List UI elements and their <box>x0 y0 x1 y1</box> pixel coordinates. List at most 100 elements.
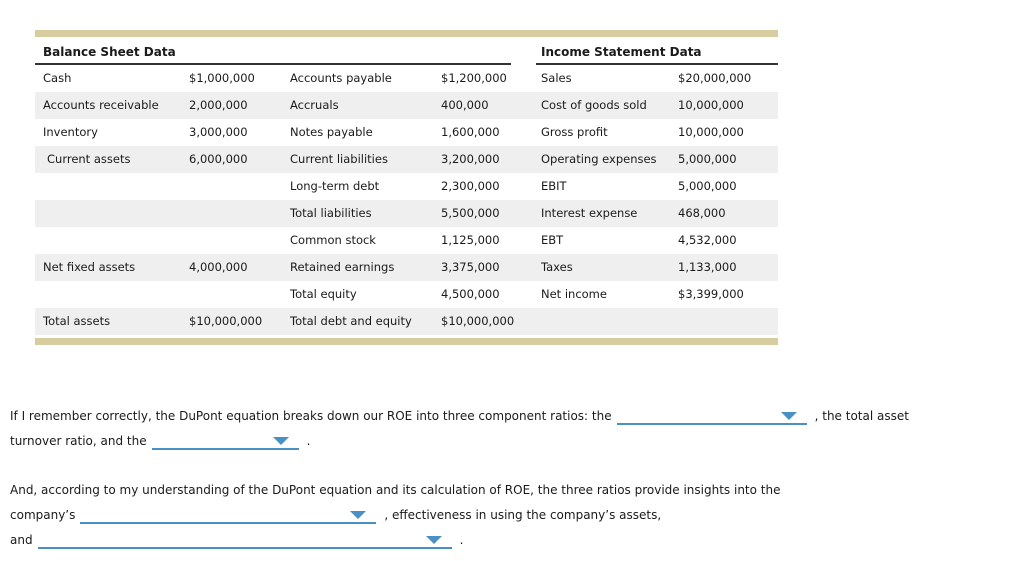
table-header-row: Balance Sheet Data Income Statement Data <box>35 42 778 65</box>
roe-insight-dropdown-1[interactable] <box>80 507 377 524</box>
table-cell <box>35 227 182 254</box>
table-cell: 2,300,000 <box>441 179 500 193</box>
table-cell: Accounts payable <box>290 71 392 85</box>
income-statement-header: Income Statement Data <box>536 42 778 65</box>
table-cell: 4,500,000 <box>441 287 500 301</box>
table-row: Cash $1,000,000 Accounts payable $1,200,… <box>35 65 778 92</box>
table-cell: 1,125,000 <box>441 233 500 247</box>
table-cell <box>35 281 182 308</box>
question-line: company’s , effectiveness in using the co… <box>10 503 1014 528</box>
table-cell: EBIT <box>541 179 567 193</box>
table-cell: Notes payable <box>290 125 373 139</box>
table-cell: Sales <box>541 71 572 85</box>
table-cell: Current liabilities <box>290 152 388 166</box>
table-cell <box>35 173 182 200</box>
table-cell: $10,000,000 <box>189 314 263 328</box>
dropdown-arrow-icon <box>780 412 797 420</box>
table-row: Long-term debt 2,300,000 EBIT 5,000,000 <box>35 173 778 200</box>
table-cell: 3,200,000 <box>441 152 500 166</box>
table-cell: Cash <box>43 71 72 85</box>
table-cell: 5,500,000 <box>441 206 500 220</box>
table-row: Current assets 6,000,000 Current liabili… <box>35 146 778 173</box>
dupont-ratio-dropdown-2[interactable] <box>151 433 299 450</box>
table-cell: 10,000,000 <box>678 98 744 112</box>
table-cell: $1,200,000 <box>441 71 507 85</box>
question-text: and <box>10 533 33 547</box>
table-cell: Long-term debt <box>290 179 380 193</box>
table-cell: $10,000,000 <box>441 314 515 328</box>
dropdown-arrow-icon <box>272 437 289 445</box>
table-cell <box>182 200 282 227</box>
table-cell: Accounts receivable <box>43 98 159 112</box>
table-cell <box>182 281 282 308</box>
table-cell <box>182 227 282 254</box>
table-cell: EBT <box>541 233 564 247</box>
dropdown-arrow-icon <box>425 536 442 544</box>
table-cell: Operating expenses <box>541 152 657 166</box>
table-cell: 3,000,000 <box>189 125 248 139</box>
table-cell <box>182 173 282 200</box>
table-cell: $1,000,000 <box>189 71 255 85</box>
question-line: And, according to my understanding of th… <box>10 478 1014 503</box>
question-text: company’s <box>10 508 76 522</box>
table-cell: Total debt and equity <box>290 314 412 328</box>
question-text: . <box>306 434 311 448</box>
table-top-rule <box>35 30 778 37</box>
balance-sheet-header: Balance Sheet Data <box>35 42 511 65</box>
question-line: and. <box>10 528 1014 553</box>
question-line: If I remember correctly, the DuPont equa… <box>10 404 1014 429</box>
table-cell <box>35 200 182 227</box>
table-cell: $20,000,000 <box>678 71 752 85</box>
table-cell: Current assets <box>47 152 131 166</box>
question-text: , the total asset <box>814 409 909 423</box>
table-row: Common stock 1,125,000 EBT 4,532,000 <box>35 227 778 254</box>
table-cell: Total liabilities <box>290 206 372 220</box>
table-cell: 5,000,000 <box>678 152 737 166</box>
table-row: Accounts receivable 2,000,000 Accruals 4… <box>35 92 778 119</box>
table-row: Net fixed assets 4,000,000 Retained earn… <box>35 254 778 281</box>
dropdown-arrow-icon <box>350 511 367 519</box>
table-row: Total equity 4,500,000 Net income $3,399… <box>35 281 778 308</box>
table-cell: 3,375,000 <box>441 260 500 274</box>
table-row: Total assets $10,000,000 Total debt and … <box>35 308 778 335</box>
table-row: Inventory 3,000,000 Notes payable 1,600,… <box>35 119 778 146</box>
table-cell: 10,000,000 <box>678 125 744 139</box>
question-text: , effectiveness in using the company’s a… <box>384 508 662 522</box>
table-cell: Taxes <box>541 260 573 274</box>
table-cell: Cost of goods sold <box>541 98 647 112</box>
table-cell: 468,000 <box>678 206 726 220</box>
financial-data-table: Balance Sheet Data Income Statement Data… <box>35 30 778 345</box>
question-text: turnover ratio, and the <box>10 434 147 448</box>
table-cell: 5,000,000 <box>678 179 737 193</box>
table-cell <box>670 308 778 335</box>
question-text: If I remember correctly, the DuPont equa… <box>10 409 612 423</box>
table-cell: Interest expense <box>541 206 638 220</box>
question-text-block: If I remember correctly, the DuPont equa… <box>10 404 1014 553</box>
table-cell: Gross profit <box>541 125 608 139</box>
question-text: And, according to my understanding of th… <box>10 483 781 497</box>
table-cell: Net income <box>541 287 607 301</box>
question-line: turnover ratio, and the. <box>10 429 1014 454</box>
dupont-ratio-dropdown-1[interactable] <box>616 408 807 425</box>
table-cell: $3,399,000 <box>678 287 744 301</box>
table-cell: 1,133,000 <box>678 260 737 274</box>
table-cell: 4,000,000 <box>189 260 248 274</box>
roe-insight-dropdown-2[interactable] <box>37 532 452 549</box>
table-cell: Retained earnings <box>290 260 395 274</box>
table-cell: Total equity <box>290 287 357 301</box>
table-cell <box>533 308 670 335</box>
table-cell: 400,000 <box>441 98 489 112</box>
table-cell: 1,600,000 <box>441 125 500 139</box>
table-cell: Accruals <box>290 98 339 112</box>
table-row: Total liabilities 5,500,000 Interest exp… <box>35 200 778 227</box>
table-cell: Total assets <box>43 314 111 328</box>
table-cell: Inventory <box>43 125 98 139</box>
table-bottom-rule <box>35 338 778 345</box>
table-cell: 6,000,000 <box>189 152 248 166</box>
table-cell: 4,532,000 <box>678 233 737 247</box>
table-cell: Common stock <box>290 233 376 247</box>
question-text: . <box>459 533 464 547</box>
table-cell: Net fixed assets <box>43 260 136 274</box>
table-cell: 2,000,000 <box>189 98 248 112</box>
